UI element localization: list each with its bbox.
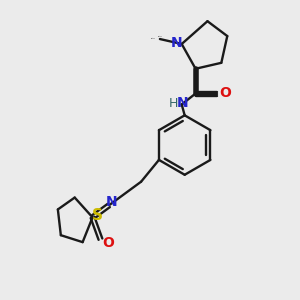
Text: N: N [177, 96, 188, 110]
Text: H: H [169, 97, 178, 110]
Text: O: O [219, 85, 231, 100]
Text: S: S [92, 208, 103, 223]
Text: O: O [103, 236, 114, 250]
Text: methyl: methyl [151, 38, 155, 39]
Text: methyl: methyl [158, 36, 163, 37]
Text: N: N [106, 195, 117, 209]
Text: N: N [171, 36, 183, 50]
